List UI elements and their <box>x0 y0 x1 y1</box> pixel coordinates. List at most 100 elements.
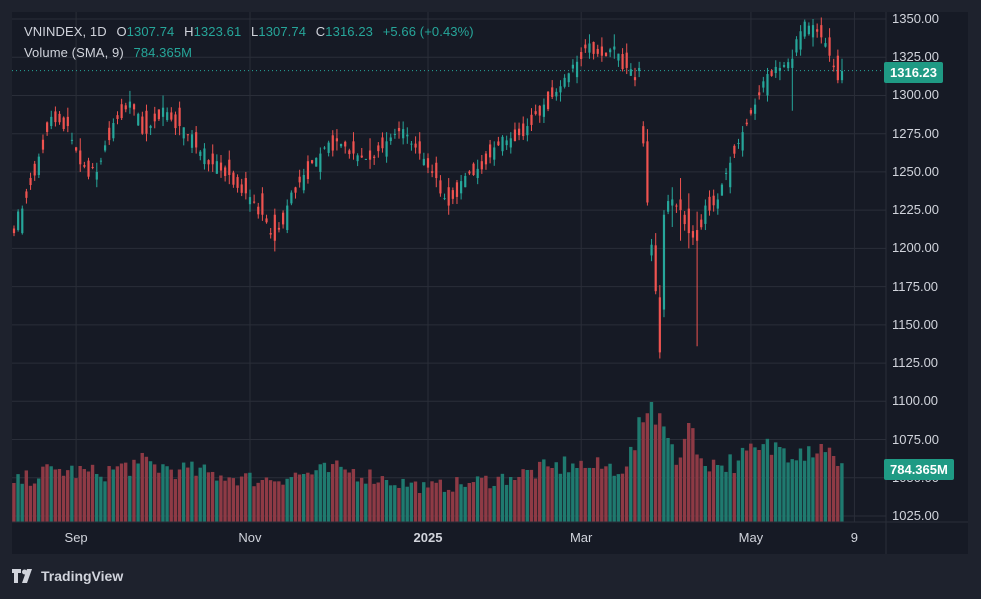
candle-up <box>286 205 289 231</box>
candle-down <box>580 52 583 59</box>
price-legend: VNINDEX, 1D O1307.74 H1323.61 L1307.74 C… <box>24 24 474 39</box>
candle-up <box>704 205 707 224</box>
candle-up <box>650 244 653 256</box>
candle-up <box>774 66 777 74</box>
candle-down <box>186 134 189 136</box>
candle-down <box>377 145 380 152</box>
volume-bar <box>802 460 807 522</box>
candle-up <box>385 141 388 157</box>
candle-up <box>95 171 98 180</box>
volume-bar <box>699 458 703 522</box>
volume-bar <box>123 462 128 522</box>
candle-up <box>509 138 512 148</box>
candle-down <box>758 92 761 96</box>
candle-up <box>402 129 405 139</box>
candle-down <box>91 166 94 168</box>
volume-bar <box>380 476 385 522</box>
brand-name: TradingView <box>41 568 124 584</box>
legend-close: 1316.23 <box>325 24 373 39</box>
volume-bar <box>264 477 269 522</box>
candle-down <box>368 150 372 160</box>
volume-bar <box>600 468 604 522</box>
candle-down <box>435 162 438 179</box>
time-tick-label: Nov <box>238 530 262 545</box>
candle-up <box>21 208 24 234</box>
volume-bar <box>368 469 372 522</box>
candle-up <box>389 137 392 142</box>
candle-down <box>232 172 235 185</box>
volume-bar <box>20 483 24 522</box>
volume-bar <box>724 471 728 522</box>
candle-up <box>99 160 103 162</box>
candle-up <box>422 158 425 166</box>
legend-low-label: L <box>251 24 259 39</box>
volume-bar <box>397 487 401 522</box>
candle-down <box>335 138 339 142</box>
volume-bar <box>16 474 20 522</box>
legend-high: 1323.61 <box>193 24 242 39</box>
candle-down <box>294 187 297 193</box>
candle-down <box>687 208 690 234</box>
volume-bar <box>66 470 70 522</box>
volume-bar <box>322 462 327 522</box>
legend-symbol[interactable]: VNINDEX, 1D <box>24 24 107 39</box>
candle-down <box>828 37 831 56</box>
legend-open-label: O <box>116 24 127 39</box>
volume-bar <box>318 464 322 522</box>
candle-down <box>265 218 268 223</box>
candle-down <box>145 110 148 134</box>
candle-up <box>356 155 359 162</box>
volume-bar <box>633 450 637 522</box>
volume-bar <box>314 470 318 522</box>
candle-down <box>224 167 227 176</box>
volume-bar <box>720 465 724 522</box>
candle-up <box>443 198 446 200</box>
volume-bar <box>186 467 190 522</box>
tradingview-brand[interactable]: TradingView <box>12 568 123 584</box>
candle-up <box>302 174 305 191</box>
volume-bar <box>194 475 198 522</box>
candle-down <box>83 165 86 167</box>
candle-down <box>116 115 119 119</box>
candle-up <box>526 126 529 136</box>
volume-bar <box>256 482 260 522</box>
volume-bar <box>53 469 57 522</box>
candle-down <box>489 144 492 158</box>
volume-bar <box>417 492 422 522</box>
volume-bar <box>637 417 641 522</box>
candle-up <box>617 53 620 61</box>
volume-bar <box>455 477 459 522</box>
candle-up <box>37 156 40 175</box>
volume-bar <box>471 482 476 522</box>
volume-bar <box>95 474 99 522</box>
time-tick-label: Sep <box>64 530 88 545</box>
candle-up <box>460 181 463 194</box>
last-price-tag: 1316.23 <box>884 62 943 83</box>
candle-up <box>166 112 169 121</box>
candle-down <box>298 176 301 183</box>
volume-bar <box>550 468 554 522</box>
volume-bar <box>78 465 82 522</box>
legend-high-label: H <box>184 24 194 39</box>
price-pane[interactable] <box>12 12 886 522</box>
volume-bar <box>691 428 695 522</box>
volume-bar <box>480 477 484 522</box>
candle-up <box>542 104 546 117</box>
volume-bar <box>782 448 786 522</box>
volume-bars <box>12 402 844 522</box>
volume-bar <box>612 475 616 522</box>
volume-bar <box>12 483 16 522</box>
volume-bar <box>794 460 799 522</box>
candle-up <box>787 62 790 69</box>
candle-up <box>476 168 479 179</box>
candle-up <box>729 162 732 188</box>
volume-bar <box>364 483 368 522</box>
candle-up <box>559 86 562 93</box>
candle-down <box>517 128 521 136</box>
candle-down <box>584 44 587 49</box>
volume-legend-label[interactable]: Volume (SMA, 9) <box>24 45 124 60</box>
candle-down <box>282 212 285 225</box>
candle-down <box>832 65 835 68</box>
time-axis-pane[interactable] <box>12 522 886 554</box>
